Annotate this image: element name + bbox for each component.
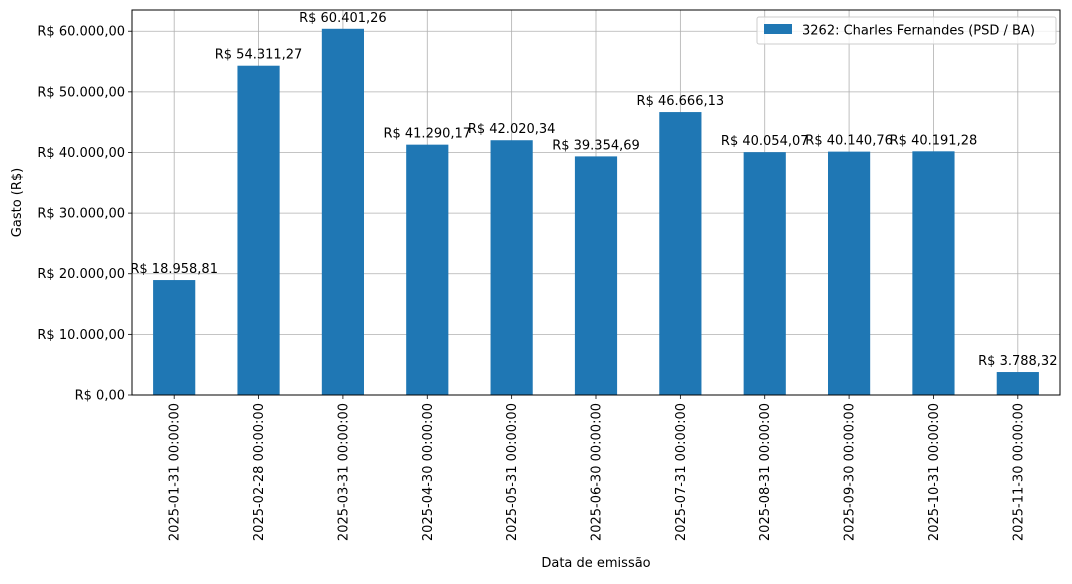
y-tick-label: R$ 40.000,00 (37, 146, 125, 161)
data-labels: R$ 18.958,81 R$ 54.311,27 R$ 60.401,26 R$ 4… (130, 11, 1057, 369)
bar (912, 151, 955, 395)
y-tick-label: R$ 0,00 (75, 389, 125, 404)
x-axis-label: Data de emissão (541, 556, 650, 571)
y-axis-label: Gasto (R$) (10, 168, 25, 237)
bar-value-label: R$ 40.054,07 (721, 134, 809, 149)
bar-value-label: R$ 54.311,27 (215, 48, 303, 63)
legend-label: 3262: Charles Fernandes (PSD / BA) (802, 24, 1035, 39)
bar-value-label: R$ 42.020,34 (468, 122, 556, 137)
bar-value-label: R$ 18.958,81 (130, 262, 218, 277)
legend-swatch (764, 24, 792, 34)
x-tick-label: 2025-03-31 00:00:00 (336, 403, 351, 541)
bar (490, 140, 533, 395)
y-tick-label: R$ 20.000,00 (37, 267, 125, 282)
bar-value-label: R$ 39.354,69 (552, 138, 640, 153)
legend: 3262: Charles Fernandes (PSD / BA) (756, 16, 1057, 45)
bar (996, 372, 1039, 395)
bar-value-label: R$ 41.290,17 (383, 127, 471, 142)
x-tick-label: 2025-10-31 00:00:00 (927, 403, 942, 541)
bar-value-label: R$ 46.666,13 (637, 94, 725, 109)
bar (828, 151, 871, 395)
x-tick-label: 2025-06-30 00:00:00 (590, 403, 605, 541)
x-axis: 2025-01-31 00:00:00 2025-02-28 00:00:00 20… (168, 395, 1026, 541)
y-axis: R$ 0,00 R$ 10.000,00 R$ 20.000,00 R$ 30.000… (37, 25, 132, 404)
x-tick-label: 2025-07-31 00:00:00 (674, 403, 689, 541)
x-tick-label: 2025-04-30 00:00:00 (421, 403, 436, 541)
y-tick-label: R$ 10.000,00 (37, 328, 125, 343)
bar (659, 112, 702, 395)
x-tick-label: 2025-02-28 00:00:00 (252, 403, 267, 541)
x-tick-label: 2025-05-31 00:00:00 (505, 403, 520, 541)
bars (153, 28, 1039, 396)
bar (743, 152, 786, 395)
bar (237, 65, 280, 396)
bar-value-label: R$ 60.401,26 (299, 11, 387, 26)
bar (153, 280, 196, 395)
y-tick-label: R$ 30.000,00 (37, 207, 125, 222)
bar-value-label: R$ 3.788,32 (978, 354, 1057, 369)
bar (406, 144, 449, 395)
y-tick-label: R$ 50.000,00 (37, 85, 125, 100)
legend-box (756, 16, 1057, 45)
bar-value-label: R$ 40.191,28 (890, 133, 978, 148)
y-tick-label: R$ 60.000,00 (37, 25, 125, 40)
bar-value-label: R$ 40.140,76 (805, 134, 893, 149)
x-tick-label: 2025-11-30 00:00:00 (1011, 403, 1026, 541)
bar (574, 156, 618, 395)
x-tick-label: 2025-01-31 00:00:00 (168, 403, 183, 541)
bar (321, 28, 364, 396)
x-tick-label: 2025-09-30 00:00:00 (843, 403, 858, 541)
x-tick-label: 2025-08-31 00:00:00 (758, 403, 773, 541)
